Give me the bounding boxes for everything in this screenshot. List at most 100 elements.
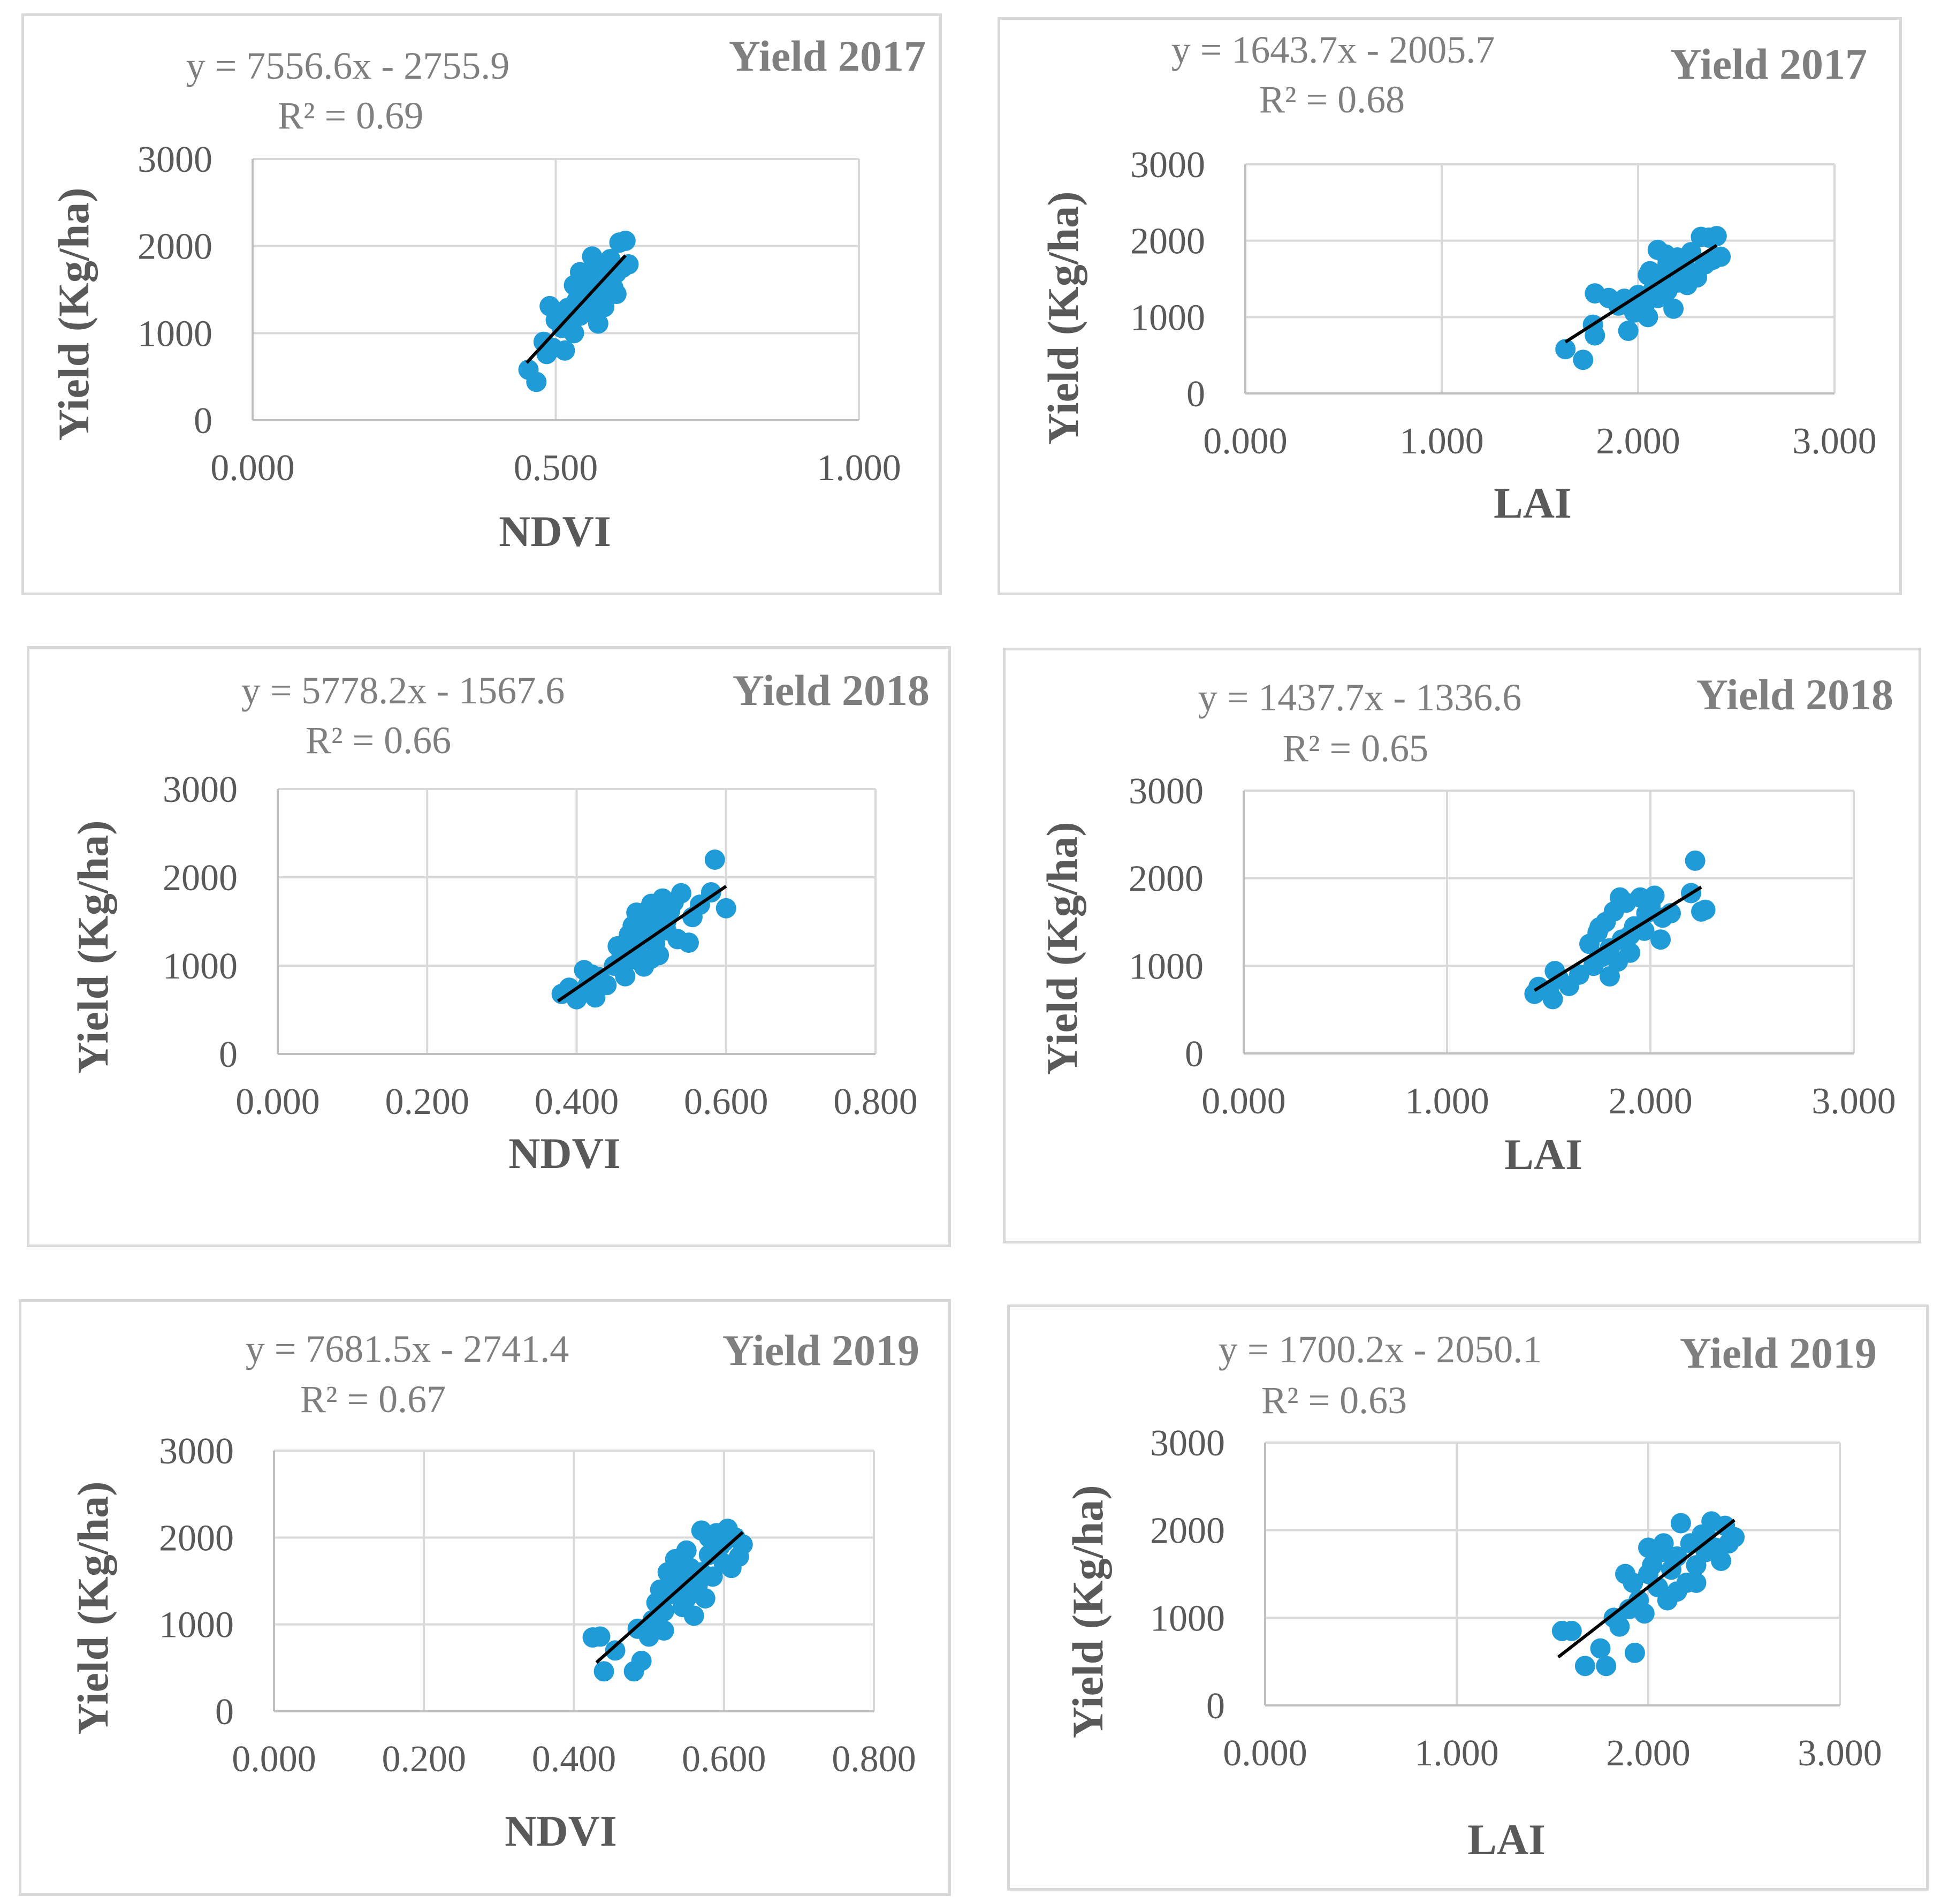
- trend-equation: y = 5778.2x - 1567.6: [241, 669, 565, 712]
- x-tick-label: 1.000: [1405, 1081, 1489, 1122]
- x-tick-label: 3.000: [1811, 1081, 1896, 1122]
- x-tick-label: 0.800: [832, 1739, 916, 1780]
- y-axis-label: Yield (Kg/ha): [68, 820, 117, 1073]
- x-tick-label: 0.200: [385, 1081, 470, 1122]
- x-tick-label: 0.000: [235, 1081, 320, 1122]
- data-point: [1590, 1638, 1611, 1659]
- y-tick-label: 0: [1185, 1034, 1204, 1075]
- chart-title: Yield 2018: [1696, 670, 1893, 719]
- data-point: [1647, 287, 1668, 308]
- data-point: [1653, 1533, 1674, 1554]
- trendline: [1533, 885, 1702, 992]
- x-tick-label: 0.400: [532, 1739, 616, 1780]
- y-axis-label: Yield (Kg/ha): [1038, 822, 1086, 1075]
- data-point: [1610, 887, 1630, 908]
- data-point: [1555, 339, 1576, 360]
- data-point: [564, 323, 584, 344]
- chart-title: Yield 2017: [729, 32, 926, 80]
- chart-panel: 0 1000 2000 3000 0.000 1.000 2.000 3.000 y = 170…: [1007, 1304, 1929, 1891]
- x-tick-label: 0.000: [1223, 1733, 1307, 1774]
- data-point: [526, 371, 547, 392]
- data-point: [606, 284, 627, 305]
- r-squared-label: R² = 0.66: [306, 719, 451, 762]
- trendline: [595, 1531, 744, 1664]
- data-point: [618, 254, 639, 275]
- data-point: [605, 1640, 626, 1661]
- chart-title: Yield 2019: [722, 1326, 919, 1375]
- trend-equation: y = 7556.6x - 2755.9: [186, 44, 510, 87]
- chart-panel: 0 1000 2000 3000 0.000 0.500 1.000 y = 7556.6x …: [21, 13, 942, 595]
- data-point: [1542, 989, 1563, 1010]
- x-axis-label: NDVI: [508, 1129, 621, 1178]
- r-squared-label: R² = 0.67: [300, 1378, 446, 1421]
- data-point: [1650, 929, 1671, 950]
- trendline: [1564, 244, 1718, 344]
- y-axis-label: Yield (Kg/ha): [68, 1481, 117, 1734]
- y-tick-label: 1000: [138, 313, 212, 354]
- data-point: [1589, 917, 1610, 938]
- y-tick-label: 1000: [1129, 946, 1204, 987]
- data-point: [701, 882, 721, 903]
- r-squared-label: R² = 0.68: [1259, 78, 1405, 121]
- x-tick-label: 2.000: [1606, 1733, 1691, 1774]
- y-tick-label: 2000: [163, 858, 238, 899]
- trendline: [525, 254, 627, 364]
- y-tick-label: 3000: [138, 139, 212, 180]
- y-tick-label: 0: [1206, 1686, 1225, 1727]
- y-tick-label: 2000: [1129, 859, 1204, 900]
- chart-svg: 0 1000 2000 3000 0.000 0.200 0.400 0.600 0.800 y …: [68, 1326, 919, 1855]
- data-point: [615, 230, 636, 251]
- x-tick-label: 0.600: [684, 1081, 768, 1122]
- chart-title: Yield 2017: [1670, 40, 1867, 88]
- r-squared-label: R² = 0.63: [1261, 1379, 1407, 1422]
- trendline: [1557, 1519, 1736, 1659]
- data-point: [1596, 1656, 1617, 1677]
- y-tick-label: 3000: [163, 769, 238, 810]
- data-point: [653, 1620, 674, 1641]
- chart-panel: 0 1000 2000 3000 0.000 0.200 0.400 0.600 0.800 y …: [19, 1299, 951, 1896]
- y-tick-label: 0: [1186, 374, 1205, 415]
- data-point: [1638, 264, 1658, 285]
- chart-title: Yield 2019: [1680, 1329, 1877, 1377]
- data-point: [683, 1605, 704, 1626]
- data-point: [1585, 325, 1605, 346]
- x-tick-label: 0.800: [833, 1081, 918, 1122]
- x-axis-label: LAI: [1467, 1815, 1546, 1864]
- data-point: [1623, 1572, 1643, 1593]
- y-tick-label: 0: [219, 1034, 238, 1075]
- chart-title: Yield 2018: [733, 666, 930, 715]
- x-tick-label: 3.000: [1792, 421, 1877, 462]
- chart-panel: 0 1000 2000 3000 0.000 0.200 0.400 0.600 0.800 y …: [27, 646, 951, 1247]
- data-point: [1706, 226, 1727, 247]
- x-axis-label: NDVI: [505, 1807, 617, 1855]
- data-point: [641, 922, 662, 943]
- y-tick-label: 3000: [159, 1431, 234, 1472]
- y-tick-label: 1000: [163, 946, 238, 987]
- data-point: [1670, 1513, 1691, 1534]
- chart-panel: 0 1000 2000 3000 0.000 1.000 2.000 3.000 y = 143…: [1003, 648, 1921, 1243]
- chart-svg: 0 1000 2000 3000 0.000 0.200 0.400 0.600 0.800 y …: [68, 666, 930, 1178]
- data-point: [593, 1661, 614, 1682]
- data-point: [1600, 966, 1620, 987]
- x-tick-label: 0.000: [1203, 421, 1288, 462]
- x-tick-label: 0.400: [535, 1081, 619, 1122]
- data-point: [1695, 899, 1716, 920]
- x-tick-label: 0.000: [210, 447, 295, 489]
- data-point: [596, 975, 617, 996]
- data-point: [1573, 350, 1594, 370]
- chart-svg: 0 1000 2000 3000 0.000 1.000 2.000 3.000 y = 170…: [1063, 1328, 1882, 1864]
- data-point: [554, 340, 575, 361]
- data-point: [1618, 321, 1639, 342]
- data-point: [1710, 246, 1731, 267]
- x-tick-label: 1.000: [817, 447, 901, 489]
- data-point: [1638, 1564, 1658, 1584]
- chart-svg: 0 1000 2000 3000 0.000 0.500 1.000 y = 7556.6x …: [49, 32, 926, 556]
- data-point: [1724, 1527, 1745, 1548]
- x-axis-label: NDVI: [499, 507, 611, 556]
- data-point: [649, 945, 669, 966]
- data-point: [1634, 1603, 1655, 1624]
- data-point: [615, 966, 636, 987]
- y-tick-label: 1000: [1130, 297, 1205, 338]
- data-point: [1620, 925, 1640, 946]
- trend-equation: y = 1437.7x - 1336.6: [1198, 676, 1522, 719]
